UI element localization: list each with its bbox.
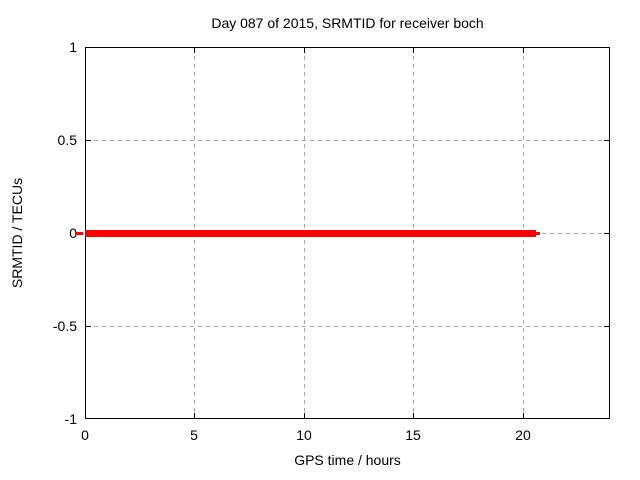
series-srmtid-segment-2	[535, 231, 540, 235]
x-tick-top-15	[413, 48, 414, 53]
x-tick-bottom-5	[194, 413, 195, 418]
y-tick-right-0.5	[604, 140, 609, 141]
y-tick-label-1: 1	[69, 39, 77, 55]
y-tick-left-0.5	[86, 140, 91, 141]
x-axis-label: GPS time / hours	[294, 452, 401, 468]
x-tick-label-10: 10	[296, 427, 312, 443]
gridline-y--0.5	[86, 326, 609, 327]
y-tick-label--1: -1	[64, 411, 77, 427]
x-tick-label-15: 15	[405, 427, 421, 443]
x-tick-label-20: 20	[515, 427, 531, 443]
x-tick-label-0: 0	[81, 427, 89, 443]
y-axis-label: SRMTID / TECUs	[9, 177, 25, 289]
chart-title: Day 087 of 2015, SRMTID for receiver boc…	[211, 15, 484, 31]
y-tick-right-0	[604, 233, 609, 234]
x-tick-bottom-15	[413, 413, 414, 418]
x-tick-top-5	[194, 48, 195, 53]
y-tick-left--0.5	[86, 326, 91, 327]
series-srmtid-segment-0	[75, 231, 83, 235]
y-tick-right--0.5	[604, 326, 609, 327]
x-tick-top-10	[304, 48, 305, 53]
x-tick-top-20	[523, 48, 524, 53]
gridline-y-0.5	[86, 140, 609, 141]
series-srmtid-segment-1	[85, 229, 536, 237]
x-tick-bottom-10	[304, 413, 305, 418]
y-tick-label--0.5: -0.5	[52, 318, 77, 334]
x-tick-bottom-20	[523, 413, 524, 418]
y-tick-label-0: 0	[69, 225, 77, 241]
y-tick-label-0.5: 0.5	[57, 132, 77, 148]
x-tick-label-5: 5	[190, 427, 198, 443]
